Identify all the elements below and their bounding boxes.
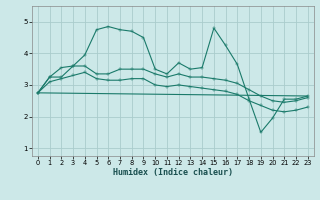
X-axis label: Humidex (Indice chaleur): Humidex (Indice chaleur) bbox=[113, 168, 233, 177]
